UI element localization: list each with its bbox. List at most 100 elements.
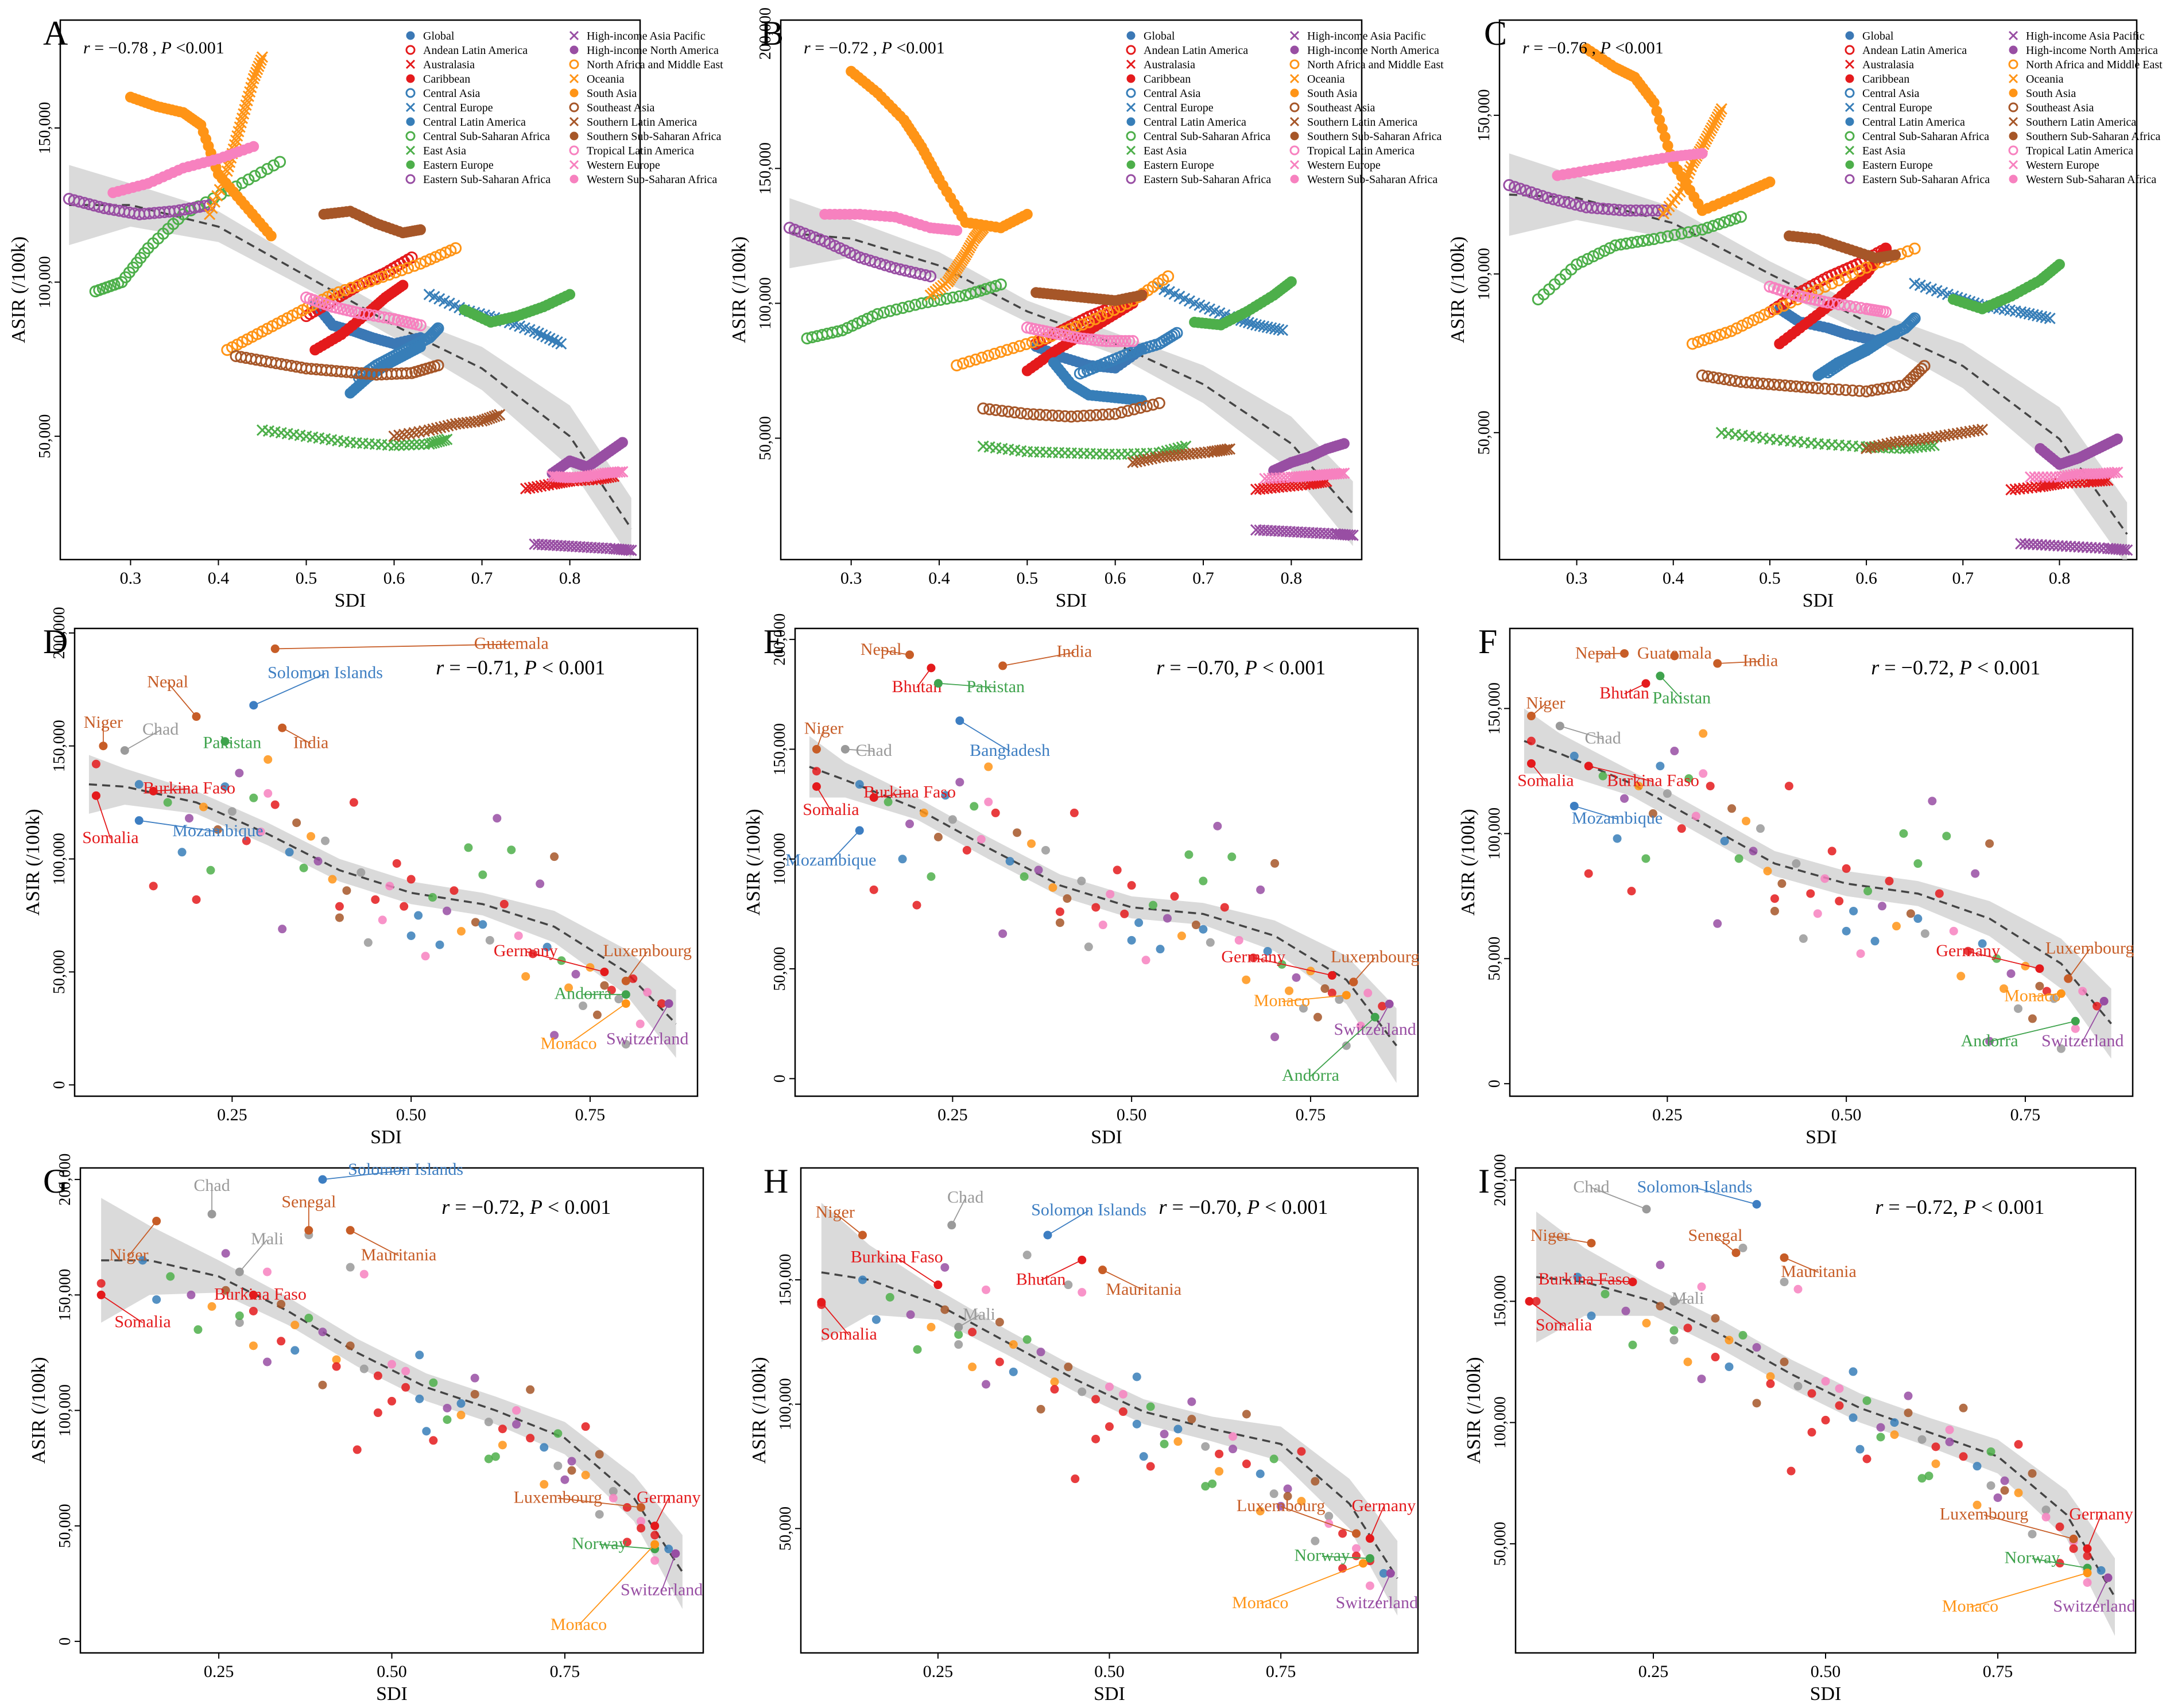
y-tick-label: 50,000 [771, 947, 789, 991]
y-tick-label: 100,000 [1475, 248, 1493, 300]
country-label: Andorra [1282, 1066, 1339, 1085]
legend-label: Central Sub-Saharan Africa [423, 130, 550, 143]
country-point [1242, 975, 1251, 984]
legend-marker [569, 30, 579, 41]
plot-frame [1498, 19, 2138, 561]
r-value: = −0.72, [1884, 656, 1954, 679]
country-point [1931, 1442, 1940, 1451]
series-point [351, 280, 364, 292]
label-leader [1560, 725, 1603, 740]
series-point [982, 350, 994, 362]
country-point [435, 940, 444, 949]
country-point [2035, 981, 2044, 991]
confidence-band [1524, 708, 2111, 1059]
label-leader [821, 1302, 850, 1336]
country-point [1917, 1435, 1927, 1444]
confidence-band [821, 1202, 1398, 1616]
country-label: Solomon Islands [1031, 1200, 1146, 1219]
country-point [96, 1279, 106, 1288]
series-point [1078, 410, 1090, 422]
p-value: <0.001 [1615, 38, 1663, 57]
series-point [261, 162, 274, 175]
series-point [2078, 468, 2090, 480]
series-point [1631, 235, 1644, 248]
country-point [1725, 1362, 1734, 1371]
series-point [450, 242, 462, 254]
x-tick-label: 0.25 [923, 1662, 954, 1681]
country-point [456, 927, 466, 936]
series-point [398, 439, 410, 451]
country-point [650, 1531, 660, 1540]
series-point [1703, 127, 1715, 139]
series-point [1706, 122, 1718, 134]
series-point [1547, 193, 1560, 205]
legend-item: Southeast Asia [2008, 102, 2094, 114]
country-label: Switzerland [1336, 1593, 1418, 1612]
label-leader [139, 820, 218, 833]
legend-marker [2008, 117, 2018, 127]
series-point [924, 270, 937, 282]
country-point [221, 1249, 230, 1258]
label-leader [1040, 1259, 1083, 1281]
labelled-point [304, 1226, 313, 1235]
label-leader [1591, 1187, 1647, 1210]
country-point [263, 1267, 272, 1276]
legend-marker [1290, 131, 1299, 141]
country-point [1206, 938, 1215, 947]
country-point [592, 1010, 602, 1019]
correlation-annotation: r = −0.72 , P <0.001 [804, 38, 945, 57]
legend-marker [1845, 59, 1855, 69]
country-point [1706, 782, 1715, 791]
country-point [206, 865, 215, 875]
country-label: Pakistan [1652, 689, 1711, 708]
labelled-point [954, 1322, 963, 1332]
legend-label: South Asia [1307, 87, 1357, 100]
country-point [1311, 1536, 1320, 1546]
legend-item: Tropical Latin America [2008, 145, 2133, 157]
country-point [586, 963, 595, 972]
legend-label: North Africa and Middle East [1307, 59, 1444, 71]
legend-marker [405, 59, 416, 69]
country-point [1215, 1449, 1224, 1458]
country-point [512, 1420, 521, 1429]
country-point [1849, 1413, 1858, 1422]
x-tick-label: 0.8 [2049, 569, 2071, 588]
series-point [1714, 328, 1726, 341]
confidence-band [1536, 1212, 2115, 1636]
country-label: Monaco [1232, 1593, 1288, 1612]
series-point [1882, 382, 1895, 394]
series-point [1777, 300, 1790, 312]
country-point [1835, 896, 1844, 906]
series-southeast-asia [1696, 360, 1931, 398]
series-point [1915, 362, 1928, 375]
series-point [1832, 274, 1845, 286]
y-tick-label: 50,000 [1475, 410, 1493, 455]
r-value: = −0.72 , [815, 38, 877, 57]
country-label: Mozambique [1572, 809, 1663, 828]
p-symbol: P [1246, 1195, 1260, 1218]
country-point [484, 1454, 493, 1464]
legend-label: South Asia [587, 87, 637, 100]
legend-marker [2008, 59, 2018, 69]
country-point [609, 1486, 618, 1496]
series-high-income-north-america [2035, 433, 2123, 470]
legend-label: Caribbean [1862, 73, 1909, 86]
labelled-point [1656, 671, 1665, 681]
label-leader [282, 727, 311, 744]
country-point [1849, 1367, 1858, 1376]
series-point [1541, 192, 1554, 204]
country-point [484, 1418, 493, 1427]
legend-label: Andean Latin America [423, 44, 528, 57]
country-point [595, 1450, 604, 1459]
series-point [246, 77, 258, 89]
country-point [385, 882, 394, 891]
series-eastern-sub-saharan-africa [783, 222, 937, 282]
series-central-sub-saharan-africa [89, 156, 286, 298]
series-point [1849, 301, 1862, 313]
country-point [1077, 876, 1086, 886]
series-point [1692, 336, 1704, 348]
legend-item: Southern Sub-Saharan Africa [569, 130, 722, 143]
legend-item: South Asia [1290, 87, 1357, 100]
series-point [1908, 312, 1921, 325]
series-point [2081, 468, 2093, 480]
